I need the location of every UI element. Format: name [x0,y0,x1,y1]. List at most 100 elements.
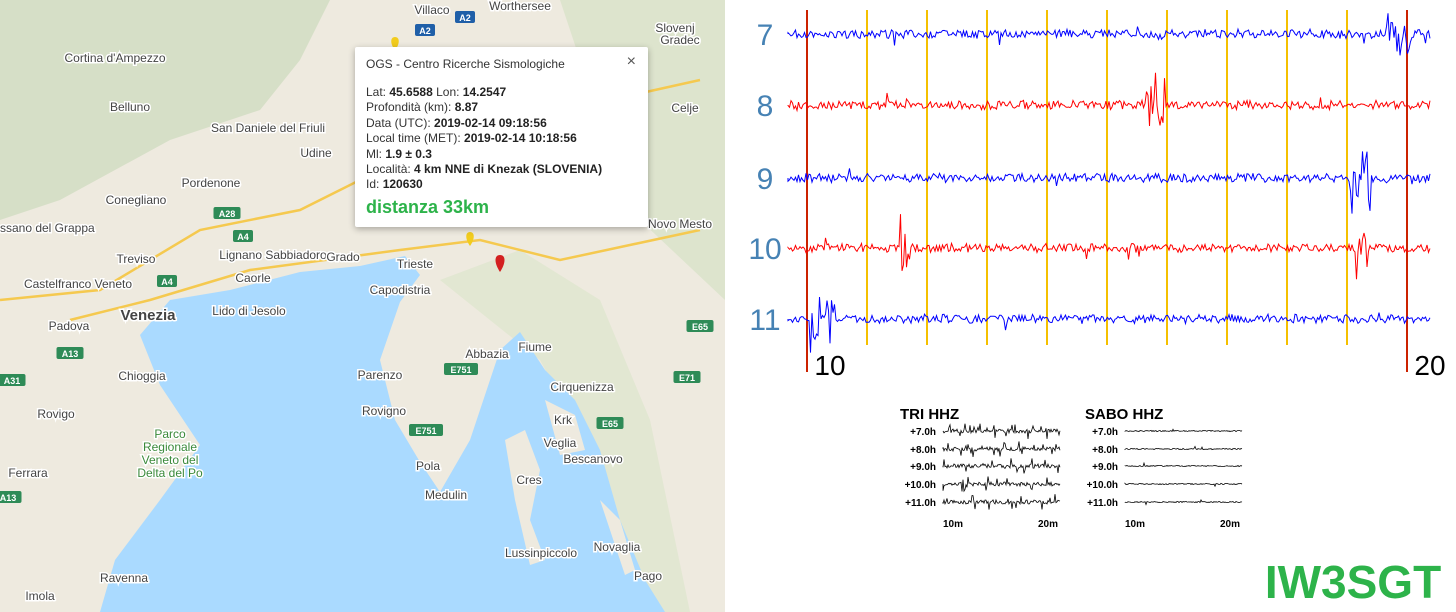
helicorder-row-label: +11.0h [905,498,936,509]
road-shield-label: A31 [4,376,21,386]
road-shield-label: A2 [459,13,471,23]
station-marker[interactable] [466,232,474,246]
place-label: Treviso [117,252,156,266]
road-shield [673,371,701,383]
road-shield [157,275,177,287]
helicorder-row-label: +9.0h [1092,462,1118,473]
place-label: Padova [49,319,90,333]
road-shield [409,424,443,436]
place-label: Medulin [425,488,467,502]
hour-label: 7 [757,19,774,52]
place-label: Venezia [120,307,176,324]
place-label: Villaco [414,3,449,17]
road-shield-label: A13 [0,493,16,503]
road-shield-label: A4 [161,277,173,287]
road-shield-label: A2 [419,26,431,36]
helicorder-row-label: +8.0h [1092,445,1118,456]
helicorder-title: SABO HHZ [1085,406,1163,423]
place-label: Lignano Sabbiadoro [219,248,327,262]
info-popup: OGS - Centro Ricerche Sismologiche × Lat… [355,47,648,227]
popup-line: Local time (MET): 2019-02-14 10:18:56 [366,131,637,146]
trace [787,151,1431,214]
place-label: Parco [154,427,186,441]
mountains [0,0,330,220]
helicorder-row-label: +9.0h [910,462,936,473]
trace [787,13,1431,56]
place-label: Krk [554,413,573,427]
field-label: Data (UTC): [366,115,431,130]
hour-label: 9 [757,163,774,196]
helicorder-trace [1124,428,1243,433]
field-label: Id: [366,177,380,192]
road-shield [596,417,624,429]
place-label: Regionale [143,440,197,454]
road-shield [415,24,435,36]
place-label: Worthersee [489,0,551,13]
place-label: Veneto del [142,453,199,467]
place-label: Veglia [544,436,577,450]
popup-line: Id: 120630 [366,177,637,192]
helicorder-trace [942,458,1061,474]
road-shield [455,11,475,23]
field-label: Lat: [366,85,387,99]
place-label: Cortina d'Ampezzo [64,51,165,65]
event-marker[interactable] [495,255,505,272]
field-label: Profondità (km): [366,100,452,115]
callsign: IW3SGT [1265,556,1441,608]
field-value: 1.9 ± 0.3 [385,146,432,161]
field-label: Local time (MET): [366,131,461,146]
road-shield-label: E751 [450,365,471,375]
place-label: Imola [25,589,55,603]
close-button[interactable]: × [626,53,636,70]
helicorder-trace [942,441,1061,457]
road-shield-label: E65 [692,322,708,332]
place-label: Bescanovo [563,452,623,466]
place-label: Grado [326,250,360,264]
trace [787,296,1431,353]
field-value: 45.6588 [389,85,433,99]
helicorder-row-label: +8.0h [910,445,936,456]
field-value: 8.87 [454,100,479,115]
place-label: Capodistria [370,283,431,297]
place-label: Celje [671,101,699,115]
field-value: 120630 [382,177,423,192]
helicorder-trace [1124,482,1243,488]
place-label: Parenzo [358,368,403,382]
road-shield [444,363,478,375]
place-label: Fiume [518,340,552,354]
place-label: Lido di Jesolo [212,304,286,318]
helicorder-trace [942,423,1061,439]
helicorder-row-label: +10.0h [905,480,936,491]
helicorder-row-label: +7.0h [1092,427,1118,438]
place-label: Belluno [110,100,150,114]
hour-label: 10 [748,233,781,266]
trace [787,72,1431,127]
station-marker[interactable] [391,37,399,50]
helicorder-row-label: +11.0h [1087,498,1118,509]
x-label: 10 [814,350,845,381]
field-value: 14.2547 [462,85,507,99]
popup-line: Lat: 45.6588 Lon: 14.2547 [366,85,637,100]
place-label: Lussinpiccolo [505,546,577,560]
helicorder-x-label: 10m [1125,519,1145,530]
road-shield [56,347,84,359]
place-label: Chioggia [118,369,166,383]
field-label: Località: [366,162,411,177]
place-label: Novo Mesto [648,217,712,231]
x-label: 20 [1414,350,1445,381]
helicorder-trace [1124,445,1243,451]
place-label: Pago [634,569,662,583]
place-label: Bassano del Grappa [0,221,95,235]
place-label: Gradec [660,33,699,47]
place-label: Castelfranco Veneto [24,277,132,291]
distance: distanza 33km [366,196,490,217]
road-shield [0,491,22,503]
helicorder-trace [1124,461,1243,468]
road-shield [213,207,241,219]
field-label: Lon: [436,85,460,99]
place-label: Abbazia [465,347,509,361]
popup-line: Località: 4 km NNE di Knezak (SLOVENIA) [366,162,637,177]
place-label: Caorle [235,271,271,285]
popup-title: OGS - Centro Ricerche Sismologiche [366,57,565,71]
